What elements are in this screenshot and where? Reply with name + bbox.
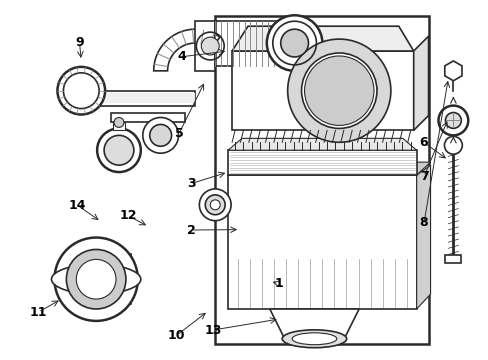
Polygon shape [81, 93, 195, 103]
Text: 3: 3 [186, 177, 195, 190]
Circle shape [201, 37, 219, 55]
Text: 7: 7 [419, 170, 427, 183]
Polygon shape [195, 21, 215, 71]
Polygon shape [81, 91, 195, 105]
Polygon shape [113, 122, 124, 130]
Circle shape [54, 238, 138, 321]
Circle shape [205, 195, 224, 215]
Polygon shape [228, 162, 429, 175]
Polygon shape [232, 51, 413, 130]
Text: 5: 5 [174, 127, 183, 140]
Text: 2: 2 [186, 224, 195, 237]
Text: 8: 8 [419, 216, 427, 229]
Polygon shape [445, 255, 460, 264]
Circle shape [210, 200, 220, 210]
Circle shape [444, 136, 461, 154]
Circle shape [287, 39, 390, 142]
Circle shape [438, 105, 468, 135]
Polygon shape [269, 309, 358, 339]
Polygon shape [228, 138, 416, 150]
Circle shape [149, 125, 171, 146]
Circle shape [199, 189, 231, 221]
Polygon shape [444, 61, 461, 81]
Polygon shape [232, 26, 413, 51]
Circle shape [280, 29, 308, 57]
Polygon shape [111, 113, 185, 122]
Polygon shape [153, 29, 220, 71]
Polygon shape [96, 255, 131, 271]
Text: 6: 6 [419, 136, 427, 149]
Circle shape [104, 135, 134, 165]
Polygon shape [416, 165, 429, 309]
Polygon shape [228, 175, 416, 309]
Circle shape [266, 15, 322, 71]
Text: 4: 4 [177, 50, 185, 63]
Ellipse shape [51, 264, 141, 294]
Polygon shape [96, 287, 131, 304]
Text: 1: 1 [274, 277, 282, 290]
Circle shape [301, 53, 376, 129]
Polygon shape [228, 150, 416, 175]
Text: 11: 11 [29, 306, 47, 319]
Circle shape [445, 113, 460, 129]
Circle shape [66, 249, 126, 309]
Text: 13: 13 [204, 324, 221, 337]
Text: 9: 9 [75, 36, 83, 49]
Text: 12: 12 [119, 209, 137, 222]
Circle shape [142, 117, 178, 153]
Circle shape [57, 67, 105, 114]
Bar [215, 16, 427, 344]
Circle shape [114, 117, 123, 127]
Circle shape [76, 260, 116, 299]
Circle shape [304, 56, 373, 125]
Circle shape [97, 129, 141, 172]
Polygon shape [413, 36, 427, 130]
Ellipse shape [291, 333, 336, 345]
Ellipse shape [282, 330, 346, 348]
Text: 14: 14 [68, 198, 86, 212]
Text: 10: 10 [167, 329, 185, 342]
